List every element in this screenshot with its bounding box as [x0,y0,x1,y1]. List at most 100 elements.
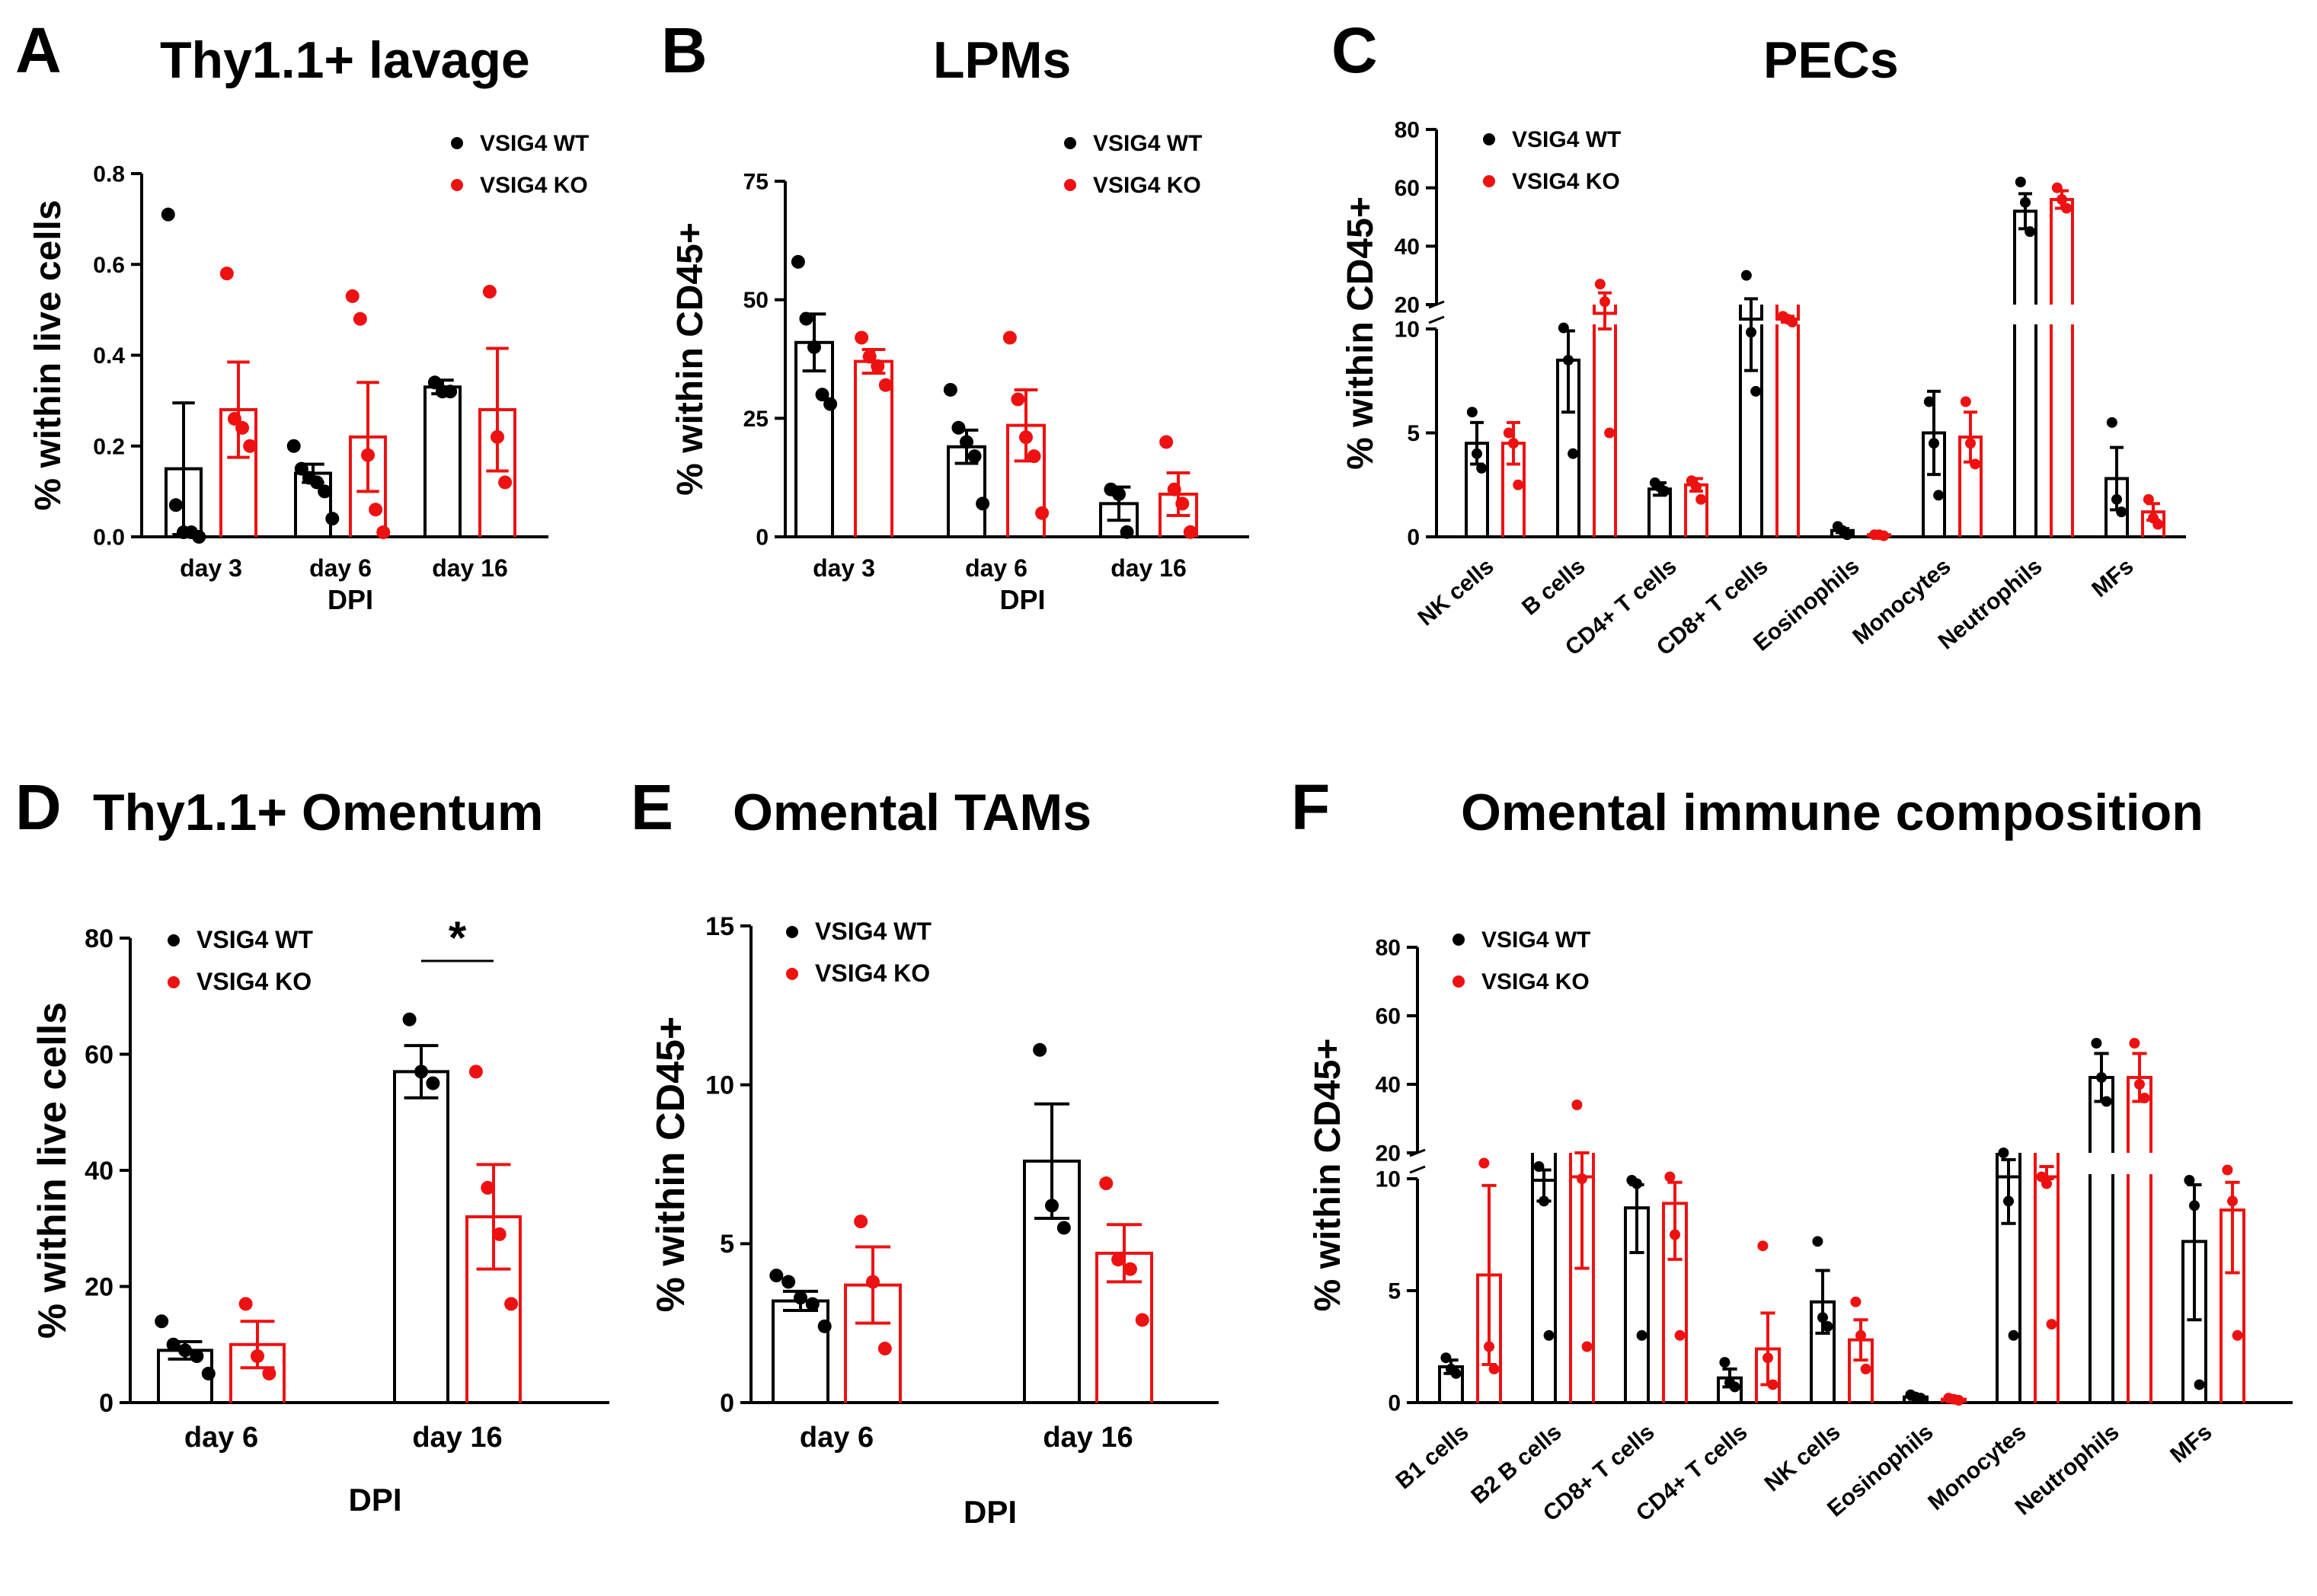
data-point [1594,279,1606,290]
data-point [2143,493,2154,505]
bar [1739,324,1763,537]
data-point [794,1291,807,1305]
data-point [1183,525,1197,539]
x-tick-label: day 16 [1111,554,1187,582]
chart-a: 0.0 0.2 0.4 0.6 0.8 % within live cells day 3 d… [28,131,590,615]
y-tick-label: 60 [1376,1004,1401,1029]
data-point [2091,1038,2102,1049]
y-tick-label: 15 [705,912,734,941]
data-point [369,503,383,517]
data-point [1740,270,1752,281]
data-point [817,1319,832,1333]
data-point [1558,322,1569,334]
data-point [325,512,340,526]
y-tick-label: 25 [743,407,769,432]
y-tick-label: 0 [756,525,769,551]
legend-label-ko: VSIG4 KO [1481,969,1590,994]
legend-label-wt: VSIG4 WT [197,926,313,953]
panel-title-a: Thy1.1+ lavage [160,31,530,89]
data-point [1002,330,1017,345]
data-point [2129,1038,2140,1049]
bar [1531,1174,1557,1403]
data-point [1123,1262,1137,1276]
bar [2127,1174,2152,1403]
data-point [361,448,375,462]
bar [2050,324,2074,537]
data-point [1691,481,1702,493]
data-point [414,1065,428,1079]
y-axis-label: % within CD45+ [649,1017,693,1313]
data-point [1915,1393,1926,1404]
data-point [1842,529,1853,541]
data-point [854,1215,868,1229]
data-point [192,530,206,544]
chart-e: 0 5 10 15 % within CD45+ day 6 day 16 DPI VSIG4 … [649,912,1219,1530]
y-tick-label: 80 [1376,936,1401,961]
data-point [976,496,990,511]
data-point [161,207,175,222]
data-point [2194,1379,2205,1390]
data-point [799,311,813,326]
legend: VSIG4 WT VSIG4 KO [1483,127,1621,194]
y-tick-label: 0.6 [93,253,125,278]
legend: VSIG4 WT VSIG4 KO [451,131,589,198]
data-point [1033,1042,1047,1057]
data-point [2041,1178,2052,1189]
data-point [1019,430,1033,445]
bar [1593,324,1617,537]
data-point [2232,1329,2243,1341]
data-point [967,449,982,464]
panel-title-c: PECs [1763,31,1899,89]
legend-label-ko: VSIG4 KO [197,968,312,995]
data-point [426,1076,440,1090]
data-point [2184,1175,2195,1186]
data-point [155,1314,169,1329]
data-point [1440,1352,1452,1364]
panel-title-e: Omental TAMs [733,784,1092,841]
data-point [1045,1199,1059,1213]
x-axis-label: DPI [964,1494,1017,1530]
data-point [1135,1313,1149,1327]
bar [1684,483,1708,537]
legend-marker-ko [786,968,798,980]
axis-break-mark [1428,315,1445,324]
data-point [1604,427,1616,439]
data-point [1965,438,1976,449]
data-point [2152,519,2164,530]
legend: VSIG4 WT VSIG4 KO [786,918,932,987]
y-tick-label: 20 [85,1272,113,1301]
data-point [1860,1363,1871,1374]
data-point [2057,194,2067,205]
data-point [2116,506,2127,518]
legend-marker-ko [168,976,180,988]
data-point [1568,448,1579,459]
panel-letter-b: B [661,14,708,86]
legend-marker-wt [168,934,180,946]
data-point [1855,1329,1866,1341]
data-point [1478,1157,1490,1169]
bar [772,1299,829,1403]
data-point [294,461,308,476]
data-point [1998,1148,2009,1158]
data-point [943,382,957,397]
data-point [866,1275,880,1289]
y-tick-label: 40 [1395,235,1420,260]
data-point [262,1366,276,1381]
data-point [353,311,367,326]
y-axis-label: % within live cells [30,1002,75,1339]
panel-title-d: Thy1.1+ Omentum [93,784,544,841]
x-tick-label: B1 cells [1391,1419,1473,1494]
data-point [769,1269,784,1283]
legend-label-ko: VSIG4 KO [1512,169,1620,194]
data-point [504,1297,519,1311]
data-point [1600,296,1610,308]
data-point [318,484,332,499]
chart-b: 0 25 50 75 % within CD45+ day 3 day 6 day 16 DPI… [670,131,1249,615]
y-tick-label: 60 [85,1040,113,1069]
legend: VSIG4 WT VSIG4 KO [1453,927,1590,994]
y-tick-label: 80 [1395,118,1420,143]
data-point [1035,506,1050,520]
bar [2013,324,2037,537]
